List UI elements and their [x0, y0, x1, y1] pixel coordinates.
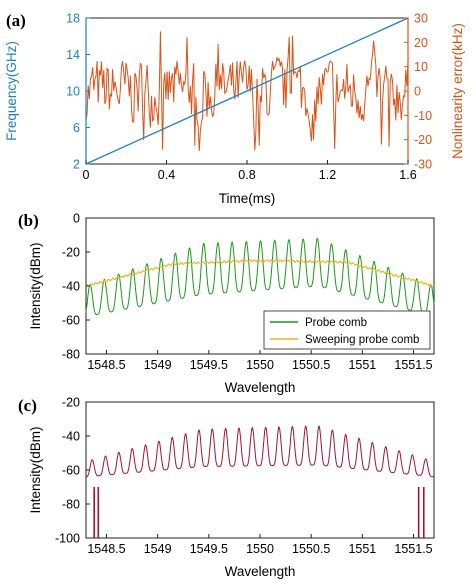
y-tick-label-left-a: 6 [73, 121, 80, 135]
y-tick-label-b: -80 [62, 348, 80, 362]
panel-label-a: (a) [6, 11, 26, 30]
panel-label-c: (c) [18, 396, 37, 415]
nonlinearity-error-line [85, 31, 409, 152]
ticks-a: 0 0.4 0.8 1.2 1.6 2 6 10 14 18 -30 -20 -10 0 10 20 30 [66, 12, 432, 183]
sweeping-probe-comb-line [85, 258, 435, 287]
x-tick-label-b: 1551.5 [394, 358, 432, 372]
y-tick-label-b: -20 [62, 246, 80, 260]
y-tick-label-right-a: 30 [414, 12, 428, 26]
ticks-c: 1548.5 1549 1549.5 1550 1550.5 1551 1551.5 -20 -… [55, 396, 433, 557]
panel-label-b: (b) [18, 211, 39, 230]
y-tick-label-c: -100 [55, 532, 80, 546]
legend-b: Probe comb Sweeping probe comb [263, 310, 431, 350]
x-tick-label-a: 1.6 [399, 168, 416, 182]
y-tick-label-b: -40 [62, 280, 80, 294]
x-axis-label-a: Time(ms) [219, 191, 276, 206]
y-tick-label-c: -20 [62, 396, 80, 410]
legend-box-b [263, 310, 431, 350]
x-tick-label-b: 1549.5 [190, 358, 228, 372]
y-axis-label-left-a: Frequency(GHz) [4, 41, 19, 141]
x-tick-label-c: 1549 [144, 542, 172, 556]
x-tick-label-c: 1549.5 [190, 542, 228, 556]
y-tick-label-left-a: 18 [66, 12, 80, 26]
y-tick-label-b: 0 [73, 212, 80, 226]
y-axis-label-b: Intensity(dBm) [28, 242, 43, 329]
panel-c: (c) 1548.5 1549 1549.5 1550 1550.5 1551 1551.5… [18, 396, 435, 579]
y-tick-label-right-a: -10 [414, 109, 432, 123]
series-group-a [85, 17, 409, 165]
x-axis-label-b: Wavelength [225, 380, 296, 395]
y-tick-label-c: -40 [62, 430, 80, 444]
y-tick-label-c: -60 [62, 464, 80, 478]
x-tick-label-b: 1549 [144, 358, 172, 372]
x-tick-label-c: 1551 [348, 542, 376, 556]
frequency-line [85, 17, 409, 165]
x-tick-label-b: 1550 [246, 358, 274, 372]
x-axis-label-c: Wavelength [225, 564, 296, 579]
y-tick-label-left-a: 10 [66, 85, 80, 99]
legend-label-probe-comb: Probe comb [305, 317, 367, 329]
ticks-b: 1548.5 1549 1549.5 1550 1550.5 1551 1551.5 0 -20… [62, 212, 433, 373]
y-axis-label-c: Intensity(dBm) [28, 426, 43, 513]
panel-a: (a) 0 0.4 0.8 1.2 1.6 2 6 10 14 18 -30 -20 -10 0 10 20 3… [4, 11, 465, 206]
x-tick-label-a: 0 [83, 168, 90, 182]
y-tick-label-left-a: 2 [73, 158, 80, 172]
y-tick-label-right-a: 20 [414, 36, 428, 50]
x-tick-label-a: 0.8 [238, 168, 255, 182]
y-tick-label-b: -60 [62, 314, 80, 328]
panel-b: (b) 1548.5 1549 1549.5 1550 1550.5 1551 1551.5… [18, 211, 435, 395]
series-group-c [85, 425, 434, 538]
x-tick-label-c: 1550.5 [292, 542, 330, 556]
series-group-b [85, 237, 435, 316]
y-tick-label-left-a: 14 [66, 48, 80, 62]
x-tick-label-b: 1551 [348, 358, 376, 372]
y-axis-label-right-a: Nonlinearity error(kHz) [450, 23, 465, 159]
x-tick-label-a: 1.2 [319, 168, 336, 182]
spectrum-line [85, 425, 434, 478]
legend-label-sweeping-probe-comb: Sweeping probe comb [305, 334, 419, 346]
y-tick-label-right-a: 0 [414, 85, 421, 99]
y-tick-label-right-a: 10 [414, 60, 428, 74]
x-tick-label-c: 1548.5 [87, 542, 125, 556]
x-tick-label-c: 1551.5 [394, 542, 432, 556]
x-tick-label-a: 0.4 [158, 168, 175, 182]
x-tick-label-c: 1550 [246, 542, 274, 556]
y-tick-label-c: -80 [62, 498, 80, 512]
x-tick-label-b: 1550.5 [292, 358, 330, 372]
x-tick-label-b: 1548.5 [87, 358, 125, 372]
y-tick-label-right-a: -30 [414, 158, 432, 172]
probe-comb-line [85, 237, 435, 316]
y-tick-label-right-a: -20 [414, 133, 432, 147]
